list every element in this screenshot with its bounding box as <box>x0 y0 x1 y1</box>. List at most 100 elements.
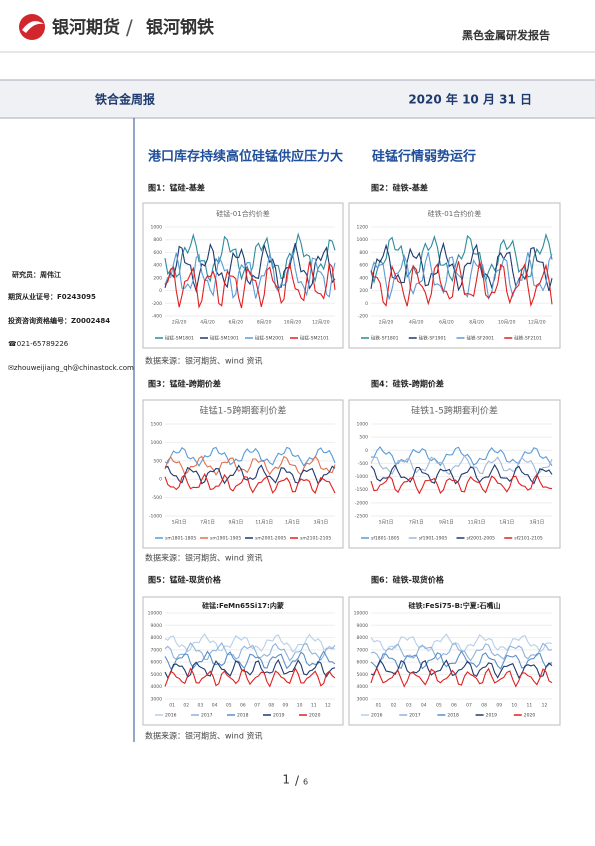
x-tick-label: 12月/20 <box>528 320 546 326</box>
x-tick-label: 05 <box>436 703 442 709</box>
y-tick-label: 800 <box>153 237 162 243</box>
page-sep: / <box>295 774 300 788</box>
y-tick-label: -2000 <box>355 500 368 506</box>
brand2: 银河钢铁 <box>146 17 214 38</box>
x-tick-label: 09 <box>496 703 502 709</box>
slash: / <box>126 16 133 40</box>
legend-label: 硅铁-SF2101 <box>514 335 542 342</box>
y-tick-label: 1000 <box>151 225 163 231</box>
series-trace <box>164 261 336 309</box>
y-tick-label: -2500 <box>355 514 368 520</box>
series-trace <box>370 473 553 495</box>
y-tick-label: 200 <box>359 288 368 294</box>
y-tick-label: 600 <box>359 263 368 269</box>
legend-label: sm2101-2105 <box>300 536 331 542</box>
y-tick-label: 4000 <box>151 684 163 690</box>
series-trace <box>164 252 336 299</box>
x-tick-label: 03 <box>406 703 412 709</box>
chart-frame <box>348 596 561 726</box>
legend-label: sm1901-1905 <box>210 536 241 542</box>
y-tick-label: -1000 <box>355 474 368 480</box>
x-tick-label: 10 <box>511 703 517 709</box>
x-tick-label: 8月/20 <box>469 320 484 326</box>
x-tick-label: 9月1日 <box>439 520 454 526</box>
x-tick-label: 08 <box>268 703 274 709</box>
chart-title: 硅锰-01合约价差 <box>216 209 269 218</box>
x-tick-label: 5月1日 <box>379 520 394 526</box>
legend-label: sm2001-2005 <box>255 536 286 542</box>
headline: 硅锰行情弱势运行 <box>372 149 476 165</box>
x-tick-label: 12 <box>542 703 548 709</box>
x-tick-label: 11月1日 <box>468 520 486 526</box>
series-trace <box>164 472 336 495</box>
series-trace <box>164 242 336 293</box>
x-tick-label: 08 <box>481 703 487 709</box>
x-tick-label: 07 <box>254 703 260 709</box>
y-tick-label: 0 <box>365 448 368 454</box>
x-tick-label: 10月/20 <box>498 320 516 326</box>
legend-label: 硅铁-SF2001 <box>467 335 495 342</box>
y-tick-label: 600 <box>153 250 162 256</box>
y-tick-label: 8000 <box>151 635 163 641</box>
y-tick-label: 1000 <box>357 422 369 428</box>
y-tick-label: 6000 <box>357 660 369 666</box>
legend-label: 2017 <box>409 713 421 719</box>
report-title: 铁合金周报 <box>95 92 155 107</box>
y-tick-label: 0 <box>159 477 162 483</box>
series-trace <box>370 463 553 485</box>
series-trace <box>164 658 336 680</box>
legend-label: sf1901-1905 <box>419 536 448 542</box>
y-tick-label: 6000 <box>151 660 163 666</box>
legend-label: 2016 <box>165 713 177 719</box>
x-tick-label: 8月/20 <box>257 320 272 326</box>
logo-mark <box>22 21 44 33</box>
legend-label: 2019 <box>486 713 498 719</box>
x-tick-label: 01 <box>169 703 175 709</box>
x-tick-label: 2月/20 <box>379 320 394 326</box>
y-tick-label: 10000 <box>148 611 162 617</box>
y-tick-label: 3000 <box>357 697 369 703</box>
x-tick-label: 04 <box>212 703 218 709</box>
y-tick-label: 7000 <box>151 647 163 653</box>
chart-title: 硅铁1-5跨期套利价差 <box>411 405 498 417</box>
x-tick-label: 05 <box>226 703 232 709</box>
y-tick-label: -200 <box>358 314 368 320</box>
sidebar-info: ☎021-65789226 <box>8 340 69 348</box>
y-tick-label: -500 <box>358 461 368 467</box>
source: 数据来源：银河期货、wind 资讯 <box>145 731 262 741</box>
y-tick-label: 3000 <box>151 697 163 703</box>
x-tick-label: 04 <box>421 703 427 709</box>
y-tick-label: 500 <box>359 435 368 441</box>
x-tick-label: 12 <box>325 703 331 709</box>
x-tick-label: 11 <box>311 703 317 709</box>
series-trace <box>164 667 336 688</box>
logo <box>19 14 45 40</box>
x-tick-label: 11 <box>527 703 533 709</box>
y-tick-label: -200 <box>152 301 162 307</box>
series-trace <box>164 446 336 467</box>
series-trace <box>370 261 553 308</box>
page-number: 1 <box>282 773 290 787</box>
y-tick-label: 1000 <box>151 440 163 446</box>
sidebar-info: 投资咨询资格编号：Z0002484 <box>8 316 110 325</box>
headline: 港口库存持续高位硅锰供应压力大 <box>148 149 343 165</box>
legend-label: 硅锰-SM1901 <box>210 335 239 342</box>
series-trace <box>164 650 336 670</box>
y-tick-label: 5000 <box>151 672 163 678</box>
series-trace <box>164 464 336 485</box>
legend-label: sm1801-1805 <box>165 536 196 542</box>
figure-caption: 图1：锰硅-基差 <box>148 183 205 193</box>
x-tick-label: 06 <box>451 703 457 709</box>
x-tick-label: 4月/20 <box>409 320 424 326</box>
y-tick-label: 4000 <box>357 684 369 690</box>
legend-label: 硅锰-SM2001 <box>255 335 284 342</box>
chart-title: 硅锰1-5跨期套利价差 <box>200 405 287 417</box>
x-tick-label: 4月/20 <box>200 320 215 326</box>
figure-caption: 图3：锰硅-跨期价差 <box>148 379 221 389</box>
legend-label: sf2101-2105 <box>514 536 543 542</box>
series-trace <box>370 454 553 476</box>
x-tick-label: 07 <box>466 703 472 709</box>
report-type: 黑色金属研发报告 <box>462 28 550 42</box>
x-tick-label: 10 <box>297 703 303 709</box>
